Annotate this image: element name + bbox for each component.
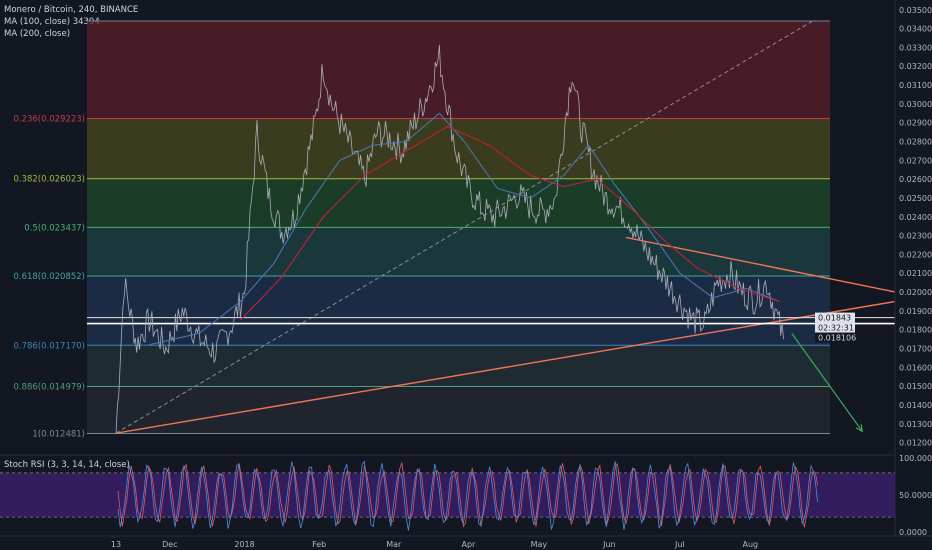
- time-tick-label: Feb: [312, 540, 326, 549]
- stoch-rsi-band: [0, 472, 895, 518]
- time-tick-label: Jul: [674, 540, 685, 549]
- time-tick-label: Dec: [162, 540, 177, 549]
- time-tick-label: 2018: [234, 540, 254, 549]
- time-tick-label: May: [531, 540, 548, 549]
- fib-label: 0.5(0.023437): [24, 223, 85, 233]
- fib-label: 1(0.012481): [32, 430, 85, 440]
- fib-zone: [87, 118, 830, 179]
- fib-label: 0.886(0.014979): [13, 383, 85, 393]
- ma200-legend[interactable]: MA (200, close): [4, 29, 71, 39]
- ma100-legend[interactable]: MA (100, close) 34394: [4, 17, 100, 27]
- symbol-title[interactable]: Monero / Bitcoin, 240, BINANCE: [4, 5, 139, 15]
- price-tag-label: 02:32:31: [818, 324, 854, 333]
- ma200-line: [240, 125, 780, 321]
- time-tick-label: 13: [111, 540, 121, 549]
- time-tick-label: Jun: [602, 540, 616, 549]
- stoch-d-line: [117, 462, 818, 528]
- rsi-tick-label: 100.0000: [899, 454, 932, 463]
- fib-zone: [87, 227, 830, 277]
- ma100-line: [149, 112, 780, 346]
- fib-label: 0.236(0.029223): [13, 114, 85, 124]
- price-tag-label: 0.018106: [818, 334, 856, 343]
- price-tag-label: 0.01843: [818, 314, 851, 323]
- chart-legend: Monero / Bitcoin, 240, BINANCE MA (100, …: [4, 4, 138, 40]
- stoch-rsi-legend[interactable]: Stoch RSI (3, 3, 14, 14, close): [4, 460, 130, 470]
- rsi-tick-label: 0.0000: [899, 528, 927, 537]
- fib-zone: [87, 276, 830, 346]
- fib-zone: [87, 21, 830, 119]
- fib-zone: [87, 178, 830, 228]
- price-tag: [815, 322, 855, 333]
- rsi-tick-label: 50.0000: [899, 491, 932, 500]
- time-tick-label: Apr: [461, 540, 476, 549]
- price-tag: [815, 332, 855, 343]
- price-tag: [815, 312, 855, 323]
- fib-label: 0.382(0.026023): [13, 175, 85, 185]
- fib-zone: [87, 345, 830, 387]
- fib-label: 0.786(0.017170): [13, 341, 85, 351]
- price-series: [115, 44, 784, 434]
- projection-arrowhead: [855, 424, 864, 433]
- fib-zone: [87, 386, 830, 434]
- projection-arrow: [791, 333, 863, 432]
- fib-label: 0.618(0.020852): [13, 272, 85, 282]
- trendline: [115, 20, 813, 434]
- time-tick-label: Mar: [386, 540, 402, 549]
- time-tick-label: Aug: [743, 540, 759, 549]
- stoch-k-line: [117, 460, 818, 531]
